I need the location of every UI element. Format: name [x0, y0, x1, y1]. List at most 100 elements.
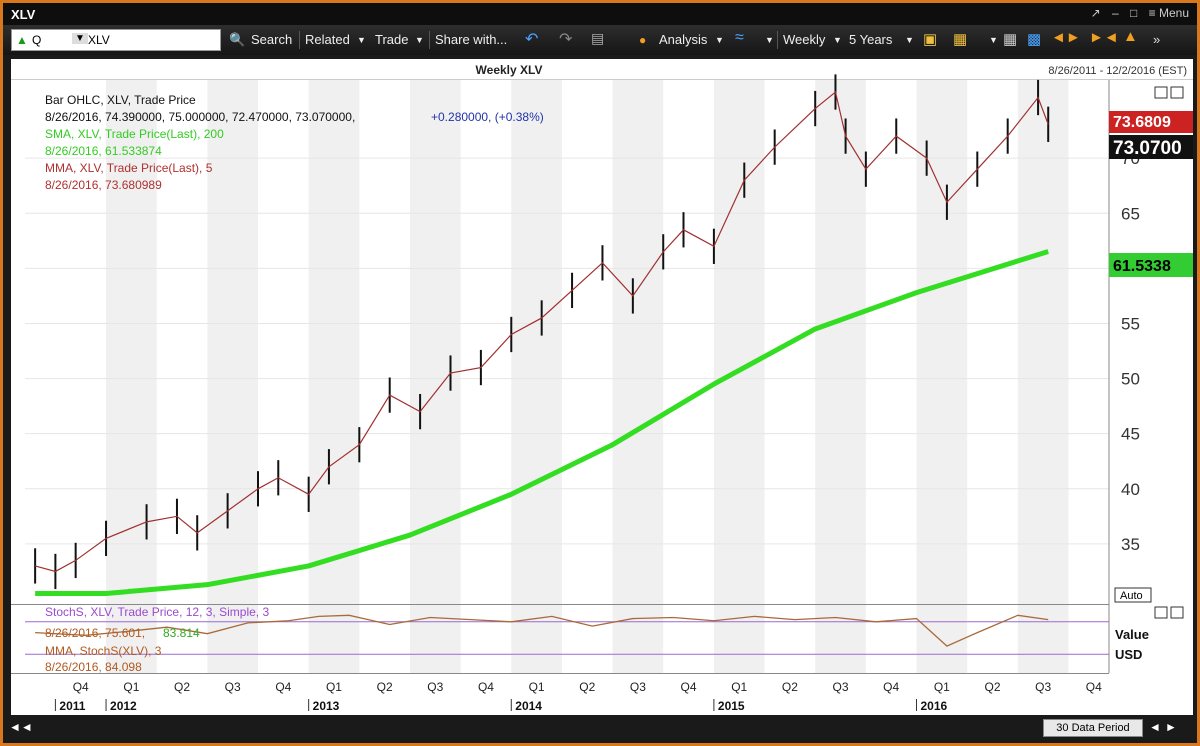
stoch-line [35, 614, 1049, 647]
menu-button[interactable]: ≡ Menu [1148, 6, 1189, 20]
interval-select[interactable]: Weekly [783, 32, 826, 47]
chevron-down-icon[interactable]: ▼ [715, 35, 724, 45]
chart-svg[interactable]: Weekly XLV 8/26/2011 - 12/2/2016 (EST) B… [11, 59, 1193, 743]
mma-tag-label: 73.6809 [1113, 114, 1171, 131]
divider [777, 31, 778, 49]
y-tick-label: 50 [1121, 370, 1140, 389]
waves-icon[interactable]: ≈ [735, 29, 744, 46]
analysis-menu[interactable]: Analysis [659, 32, 708, 47]
auto-button[interactable] [1114, 587, 1152, 603]
stoch-value: 8/26/2016, 75.601, [45, 626, 145, 640]
legend-ohlc: Bar OHLC, XLV, Trade Price [45, 93, 196, 107]
quarter-band [409, 605, 461, 673]
quarter-band [612, 80, 664, 604]
chart-title: Weekly XLV [476, 63, 543, 77]
quarter-band [1017, 605, 1069, 673]
chart-area[interactable]: Weekly XLV 8/26/2011 - 12/2/2016 (EST) B… [11, 59, 1193, 743]
panel-icons[interactable] [1154, 86, 1184, 619]
scroll-lr-icon[interactable]: ◄► [1051, 29, 1081, 46]
x-tick-year: 2013 [313, 699, 340, 713]
x-tick-quarter: Q3 [1035, 680, 1051, 694]
analysis-icon[interactable]: ● [639, 33, 647, 47]
redo-icon[interactable]: ↷ [559, 31, 573, 48]
y-tick-label: 65 [1121, 204, 1140, 223]
x-tick-quarter: Q1 [123, 680, 139, 694]
x-tick-quarter: Q1 [326, 680, 342, 694]
minimize-icon[interactable]: – [1112, 6, 1119, 20]
quarter-band [511, 605, 562, 673]
usd-label: USD [1115, 647, 1142, 662]
x-tick-quarter: Q3 [427, 680, 443, 694]
x-tick-quarter: Q3 [225, 680, 241, 694]
period-button[interactable]: 30 Data Period [1043, 719, 1143, 737]
scroll-ud-icon[interactable]: ▲ [1123, 28, 1138, 45]
chevron-down-icon[interactable]: ▼ [765, 35, 774, 45]
crosshair-icon[interactable]: ▦ [953, 31, 968, 48]
stoch-legend: StochS, XLV, Trade Price, 12, 3, Simple,… [45, 605, 269, 674]
y-tick-label: 35 [1121, 535, 1140, 554]
legend-ohlc-values: 8/26/2016, 74.390000, 75.000000, 72.4700… [45, 110, 355, 124]
x-tick-quarter: Q3 [630, 680, 646, 694]
security-input[interactable] [88, 31, 216, 49]
undo-icon[interactable]: ↶ [525, 31, 539, 48]
last-tag [1109, 135, 1193, 159]
maximize-icon[interactable]: □ [1130, 6, 1138, 20]
grid-icon[interactable]: ▩ [1027, 31, 1042, 48]
x-tick-quarter: Q4 [681, 680, 697, 694]
quarter-bands [106, 80, 1069, 673]
quarter-band [612, 605, 664, 673]
zoom-in-icon[interactable]: ►◄ [1089, 29, 1119, 46]
security-type[interactable]: Q [32, 33, 42, 47]
folder-icon[interactable]: ▤ [591, 30, 605, 46]
x-tick-quarter: Q3 [833, 680, 849, 694]
related-menu[interactable]: Related [305, 32, 350, 47]
chevron-down-icon[interactable]: ▼ [989, 35, 998, 45]
search-icon[interactable]: 🔍 [229, 32, 246, 47]
prev-icon[interactable]: ◄ [1149, 720, 1161, 734]
legend-mma-value: 8/26/2016, 73.680989 [45, 178, 162, 192]
x-tick-quarter: Q1 [731, 680, 747, 694]
chevron-down-icon[interactable]: ▼ [357, 35, 366, 45]
x-tick-quarter: Q4 [1086, 680, 1102, 694]
x-tick-year: 2012 [110, 699, 137, 713]
layout-icon[interactable]: ▦ [1003, 31, 1018, 48]
legend-mma: MMA, XLV, Trade Price(Last), 5 [45, 161, 213, 175]
quarter-band [511, 80, 562, 604]
quarter-band [916, 605, 968, 673]
x-tick-year: 2016 [921, 699, 948, 713]
quarter-band [815, 80, 866, 604]
x-tick-quarter: Q2 [174, 680, 190, 694]
toolbar: ▲ Q ▼ 🔍 Search Related ▼ Trade ▼ Share w… [3, 25, 1197, 55]
range-select[interactable]: 5 Years [849, 32, 893, 47]
quarter-band [916, 80, 968, 604]
share-button[interactable]: Share with... [435, 32, 508, 47]
quarter-band [207, 80, 259, 604]
next-icon[interactable]: ► [1165, 720, 1177, 734]
chevron-down-icon[interactable]: ▼ [72, 33, 88, 44]
rewind-icon[interactable]: ◄◄ [9, 720, 33, 734]
x-tick-quarter: Q4 [73, 680, 89, 694]
chart-icon[interactable]: ▣ [923, 31, 938, 48]
auto-label: Auto [1120, 590, 1143, 602]
trade-menu[interactable]: Trade [375, 32, 409, 47]
search-button[interactable]: Search [251, 32, 293, 47]
mma-line [34, 90, 1049, 573]
x-tick-year: 2014 [515, 699, 542, 713]
title-bar: XLV ↗ – □ ≡ Menu [3, 3, 1197, 25]
sma-tag [1109, 253, 1193, 277]
popout-icon[interactable]: ↗ [1090, 6, 1101, 20]
close-panel-icon [1170, 606, 1184, 619]
legend: Bar OHLC, XLV, Trade Price 8/26/2016, 74… [45, 93, 544, 192]
stoch-mma-value: 8/26/2016, 84.098 [45, 660, 142, 674]
minimize-panel-icon [1154, 606, 1168, 619]
stochastic-plot [25, 614, 1109, 655]
chevron-down-icon[interactable]: ▼ [905, 35, 914, 45]
chevron-down-icon[interactable]: ▼ [415, 35, 424, 45]
divider [429, 31, 430, 49]
quarter-band [308, 80, 360, 604]
chevron-down-icon[interactable]: ▼ [833, 35, 842, 45]
divider [11, 604, 1109, 605]
minimize-panel-icon [1154, 86, 1168, 99]
more-icon[interactable]: » [1153, 32, 1161, 47]
